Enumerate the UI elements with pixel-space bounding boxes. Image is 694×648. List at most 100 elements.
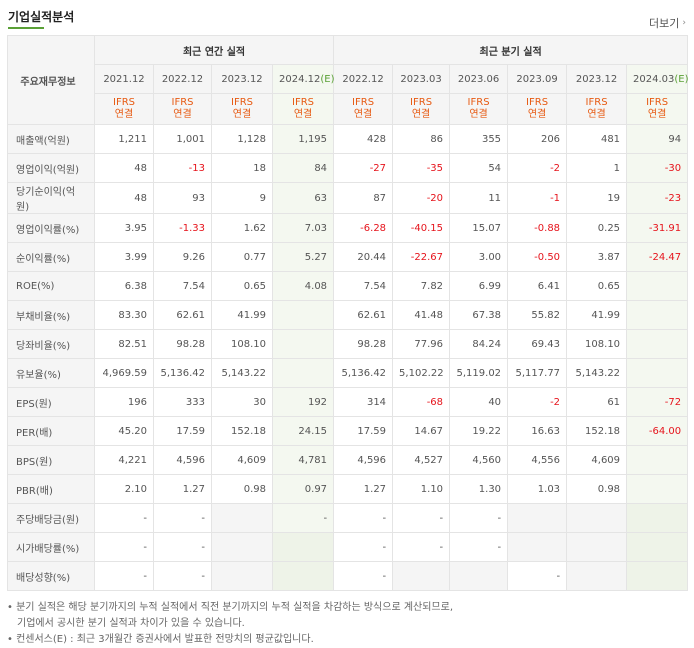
table-cell: 41.99 xyxy=(566,300,628,330)
period-label: 2023.03 xyxy=(400,73,442,85)
table-cell: - xyxy=(94,503,154,533)
table-cell: 69.43 xyxy=(507,329,568,359)
more-link[interactable]: 더보기 › xyxy=(649,15,686,31)
table-cell: 1.10 xyxy=(392,474,451,504)
table-cell: - xyxy=(449,503,509,533)
table-cell: 4,556 xyxy=(507,445,568,475)
table-cell: -0.88 xyxy=(507,213,568,243)
row-label: BPS(원) xyxy=(7,445,95,475)
title-underline xyxy=(8,27,44,29)
table-cell: 152.18 xyxy=(566,416,628,446)
table-cell: 1.03 xyxy=(507,474,568,504)
table-cell: 98.28 xyxy=(153,329,212,359)
table-cell: -13 xyxy=(153,153,212,183)
table-cell: 152.18 xyxy=(211,416,273,446)
table-row: BPS(원) 4,221 4,596 4,609 4,781 4,596 4,527 4,56… xyxy=(7,445,689,475)
ifrs-label: IFRS 연결 xyxy=(271,93,335,125)
table-cell xyxy=(211,503,273,533)
row-label: 배당성향(%) xyxy=(7,561,95,591)
table-cell: -64.00 xyxy=(626,416,689,446)
footnote-2: • 컨센서스(E) : 최근 3개월간 증권사에서 발표한 전망치의 평균값입니… xyxy=(7,634,314,645)
table-cell: 62.61 xyxy=(153,300,212,330)
table-cell: 4,596 xyxy=(153,445,212,475)
table-cell xyxy=(566,503,628,533)
financial-table: 주요재무정보 최근 연간 실적 최근 분기 실적 2021.12 2022.12 2… xyxy=(7,35,689,591)
table-cell xyxy=(449,561,509,591)
period-label: 2021.12 xyxy=(103,73,145,85)
table-cell: 9.26 xyxy=(153,242,212,272)
table-cell: 40 xyxy=(449,387,509,417)
table-cell: 7.54 xyxy=(333,271,394,301)
table-cell: 67.38 xyxy=(449,300,509,330)
ifrs-consolidated: 연결 xyxy=(527,109,547,120)
ifrs-consolidated: 연결 xyxy=(232,109,252,120)
table-cell: 5,136.42 xyxy=(153,358,212,388)
table-cell: 20.44 xyxy=(333,242,394,272)
table-cell: 0.65 xyxy=(566,271,628,301)
table-cell: 5,119.02 xyxy=(449,358,509,388)
ifrs-consolidated: 연결 xyxy=(114,109,134,120)
table-cell: -20 xyxy=(392,182,451,214)
row-label: 영업이익률(%) xyxy=(7,213,95,243)
table-cell: 61 xyxy=(566,387,628,417)
table-cell: 84 xyxy=(271,153,335,183)
period-label: 2024.12 xyxy=(279,73,321,85)
table-cell: 5.27 xyxy=(271,242,335,272)
table-cell: - xyxy=(333,503,394,533)
period-header: 2022.12 xyxy=(333,64,394,94)
table-cell: 84.24 xyxy=(449,329,509,359)
table-cell xyxy=(626,329,689,359)
table-cell: 15.07 xyxy=(449,213,509,243)
table-cell: 41.99 xyxy=(211,300,273,330)
chevron-right-icon: › xyxy=(682,18,686,28)
estimate-mark: (E) xyxy=(320,73,335,85)
table-cell: - xyxy=(153,561,212,591)
table-cell: 7.54 xyxy=(153,271,212,301)
table-cell: 4,969.59 xyxy=(94,358,154,388)
row-label: 당좌비율(%) xyxy=(7,329,95,359)
table-cell: 3.99 xyxy=(94,242,154,272)
table-cell: -27 xyxy=(333,153,394,183)
table-cell: 5,143.22 xyxy=(211,358,273,388)
period-header: 2023.03 xyxy=(392,64,451,94)
table-cell: - xyxy=(449,532,509,562)
period-label: 2022.12 xyxy=(342,73,384,85)
table-cell: 0.65 xyxy=(211,271,273,301)
ifrs-consolidated: 연결 xyxy=(353,109,373,120)
table-cell: - xyxy=(392,532,451,562)
annual-group-header: 최근 연간 실적 xyxy=(93,35,335,65)
row-label: 영업이익(억원) xyxy=(7,153,95,183)
table-cell xyxy=(507,532,568,562)
table-cell: 3.95 xyxy=(94,213,154,243)
table-cell: 94 xyxy=(626,124,689,154)
table-cell: 5,102.22 xyxy=(392,358,451,388)
footnotes: • 분기 실적은 해당 분기까지의 누적 실적에서 직전 분기까지의 누적 실적… xyxy=(7,600,453,648)
table-cell xyxy=(626,445,689,475)
table-cell: 24.15 xyxy=(271,416,335,446)
table-cell: 5,143.22 xyxy=(566,358,628,388)
ifrs-label: IFRS 연결 xyxy=(94,93,154,125)
table-cell xyxy=(271,358,335,388)
table-cell: -24.47 xyxy=(626,242,689,272)
period-header: 2024.12(E) xyxy=(271,64,335,94)
period-header: 2021.12 xyxy=(94,64,154,94)
table-cell: -0.50 xyxy=(507,242,568,272)
table-cell: - xyxy=(507,561,568,591)
ifrs-standard: IFRS xyxy=(467,97,490,108)
table-row: 부채비율(%) 83.30 62.61 41.99 62.61 41.48 67.38 55.… xyxy=(7,300,689,330)
table-cell: 108.10 xyxy=(211,329,273,359)
period-label: 2022.12 xyxy=(161,73,204,85)
table-cell: 0.25 xyxy=(566,213,628,243)
table-cell: 87 xyxy=(333,182,394,214)
table-cell: - xyxy=(94,532,154,562)
table-cell xyxy=(271,561,335,591)
table-cell: 17.59 xyxy=(333,416,394,446)
table-cell: 4,781 xyxy=(271,445,335,475)
table-cell xyxy=(626,271,689,301)
row-label: 부채비율(%) xyxy=(7,300,95,330)
ifrs-consolidated: 연결 xyxy=(173,109,192,120)
ifrs-consolidated: 연결 xyxy=(587,109,606,120)
table-cell: - xyxy=(94,561,154,591)
ifrs-standard: IFRS xyxy=(646,97,669,108)
ifrs-label: IFRS 연결 xyxy=(211,93,273,125)
